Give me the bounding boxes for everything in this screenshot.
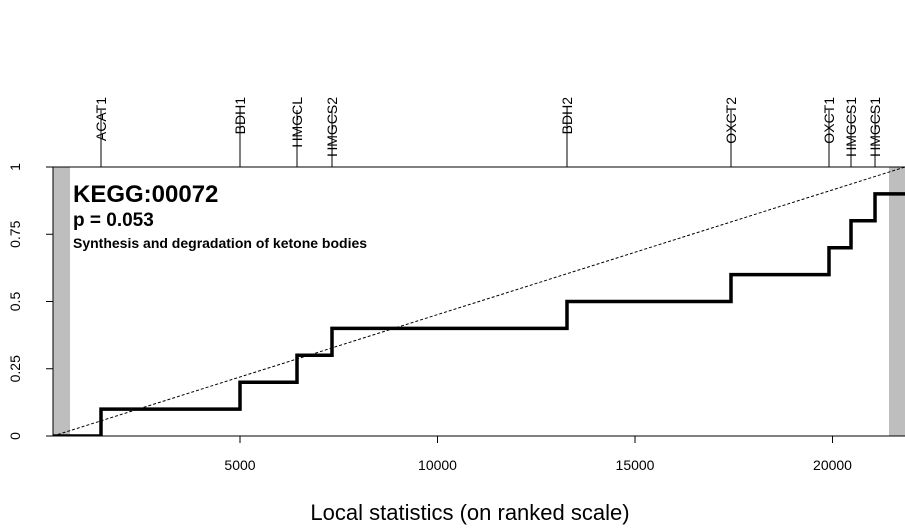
x-axis-label: Local statistics (on ranked scale) <box>310 500 629 525</box>
gene-label: HMGCS1 <box>843 97 859 157</box>
gene-label: ACAT2 <box>902 97 905 141</box>
gene-label: HMGCL <box>289 97 305 148</box>
p-value: p = 0.053 <box>73 210 154 231</box>
y-tick-label: 0.25 <box>7 355 23 382</box>
x-tick-label: 15000 <box>616 457 655 473</box>
step-line <box>53 192 905 436</box>
diagonal <box>53 167 905 436</box>
chart-title: KEGG:00072 <box>73 181 218 208</box>
gene-label: OXCT2 <box>723 97 739 144</box>
y-tick-label: 1 <box>7 163 23 171</box>
y-tick-label: 0.75 <box>7 220 23 247</box>
gene-label: HMGCS1 <box>867 97 883 157</box>
x-tick-label: 5000 <box>224 457 255 473</box>
y-tick-label: 0 <box>7 432 23 440</box>
x-tick-label: 20000 <box>813 457 852 473</box>
gene-label: HMGCS2 <box>324 97 340 157</box>
gene-label: ACAT1 <box>93 97 109 141</box>
gene-label: BDH2 <box>559 97 575 135</box>
gene-label: OXCT1 <box>821 97 837 144</box>
description: Synthesis and degradation of ketone bodi… <box>73 235 367 251</box>
plot-area <box>53 167 905 436</box>
x-tick-label: 10000 <box>418 457 457 473</box>
left-band <box>53 167 70 436</box>
y-tick-label: 0.5 <box>7 292 23 312</box>
right-band <box>889 167 905 436</box>
gene-label: BDH1 <box>232 97 248 135</box>
